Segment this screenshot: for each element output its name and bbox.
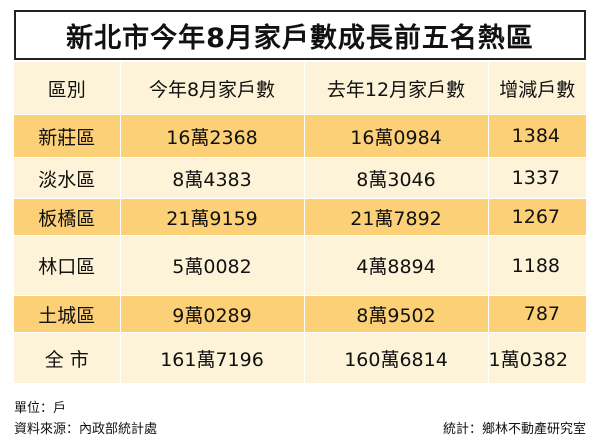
cell-change: 1267 bbox=[488, 198, 586, 236]
table-row-total: 全 市 161萬7196 160萬6814 1萬0382 bbox=[14, 332, 586, 384]
cell-dec: 160萬6814 bbox=[304, 332, 489, 384]
cell-dec: 21萬7892 bbox=[304, 198, 489, 236]
header-dec: 去年12月家戶數 bbox=[304, 62, 489, 115]
table-row: 土城區 9萬0289 8萬9502 787 bbox=[14, 295, 586, 333]
cell-aug: 161萬7196 bbox=[120, 332, 305, 384]
cell-aug: 21萬9159 bbox=[120, 198, 305, 236]
cell-aug: 16萬2368 bbox=[120, 114, 305, 158]
cell-area: 淡水區 bbox=[14, 157, 121, 199]
table-row: 板橋區 21萬9159 21萬7892 1267 bbox=[14, 198, 586, 236]
cell-change: 1337 bbox=[488, 157, 586, 199]
table-title: 新北市今年8月家戶數成長前五名熱區 bbox=[14, 10, 586, 60]
table-row: 林口區 5萬0082 4萬8894 1188 bbox=[14, 235, 586, 296]
cell-dec: 8萬3046 bbox=[304, 157, 489, 199]
cell-aug: 8萬4383 bbox=[120, 157, 305, 199]
cell-change: 787 bbox=[488, 295, 586, 333]
cell-change: 1384 bbox=[488, 114, 586, 158]
cell-change: 1188 bbox=[488, 235, 586, 296]
stats-note: 統計：鄉林不動產研究室 bbox=[442, 422, 586, 437]
cell-area: 林口區 bbox=[14, 235, 121, 296]
cell-area: 板橋區 bbox=[14, 198, 121, 236]
cell-area: 土城區 bbox=[14, 295, 121, 333]
cell-aug: 5萬0082 bbox=[120, 235, 305, 296]
cell-change: 1萬0382 bbox=[488, 332, 586, 384]
cell-dec: 8萬9502 bbox=[304, 295, 489, 333]
cell-area: 新莊區 bbox=[14, 114, 121, 158]
cell-area: 全 市 bbox=[14, 332, 121, 384]
source-note: 資料來源：內政部統計處 bbox=[14, 422, 158, 437]
header-row: 區別 今年8月家戶數 去年12月家戶數 增減戶數 bbox=[14, 62, 586, 115]
table-row: 淡水區 8萬4383 8萬3046 1337 bbox=[14, 157, 586, 199]
table-row: 新莊區 16萬2368 16萬0984 1384 bbox=[14, 114, 586, 158]
header-change: 增減戶數 bbox=[488, 62, 586, 115]
header-aug: 今年8月家戶數 bbox=[120, 62, 305, 115]
cell-dec: 16萬0984 bbox=[304, 114, 489, 158]
cell-aug: 9萬0289 bbox=[120, 295, 305, 333]
unit-note: 單位：戶 bbox=[14, 401, 67, 416]
household-table: 區別 今年8月家戶數 去年12月家戶數 增減戶數 新莊區 16萬2368 16萬… bbox=[14, 62, 586, 384]
header-area: 區別 bbox=[14, 62, 121, 115]
cell-dec: 4萬8894 bbox=[304, 235, 489, 296]
